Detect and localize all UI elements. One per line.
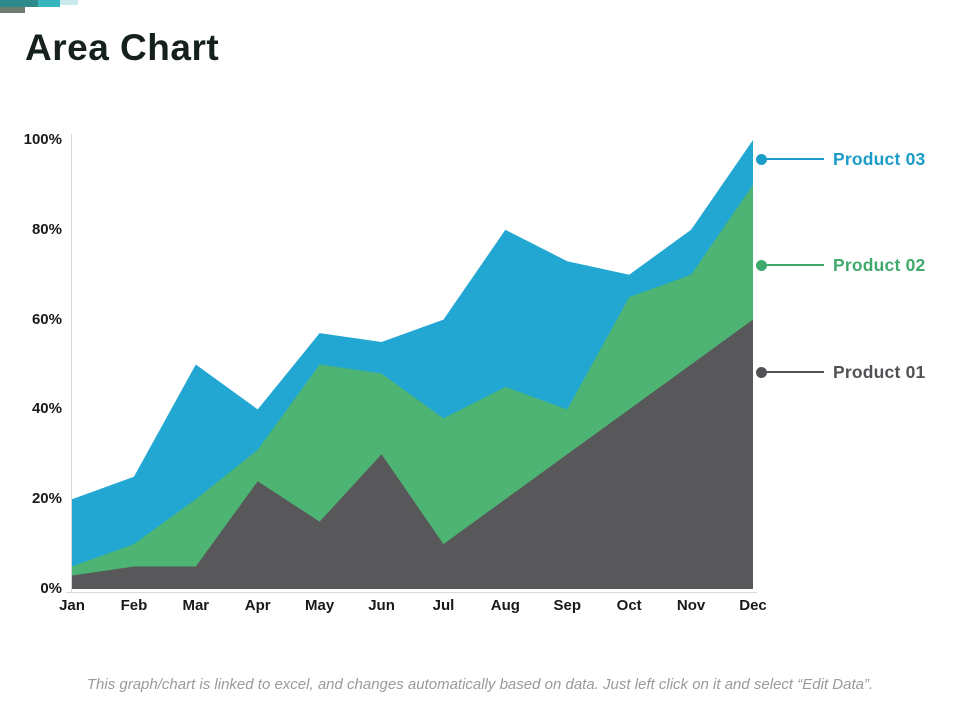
x-tick-label-may: May [305,597,335,614]
decoration-bar-gray [0,7,25,13]
legend-label-product-01: Product 01 [833,361,926,382]
x-tick-label-mar: Mar [182,597,210,614]
legend-item-product-03: Product 03 [756,147,925,171]
legend-line-product-03 [767,158,824,160]
x-tick-label-jul: Jul [432,597,455,614]
x-tick-label-aug: Aug [490,597,520,614]
y-tick-label: 100% [23,131,62,148]
x-tick-label-nov: Nov [676,597,706,614]
legend-item-product-01: Product 01 [756,360,925,384]
footer-caption: This graph/chart is linked to excel, and… [86,676,874,693]
legend-label-product-02: Product 02 [833,254,926,275]
legend-dot-product-03 [756,153,767,165]
x-tick-label-apr: Apr [244,597,271,614]
decoration-bar-cyan [38,0,60,7]
area-series-product-01 [72,319,753,589]
x-tick-label-dec: Dec [739,597,767,614]
x-tick-label-feb: Feb [120,597,148,614]
x-tick-label-jan: Jan [59,597,85,614]
legend-line-product-02 [767,264,824,266]
decoration-bar-teal [0,0,38,7]
legend-dot-product-02 [756,259,767,271]
y-tick-label: 80% [31,220,62,238]
y-tick-label: 60% [31,310,62,328]
x-tick-label-oct: Oct [616,597,642,614]
x-tick-label-jun: Jun [368,597,395,614]
legend-label-product-03: Product 03 [833,148,926,169]
legend-dot-product-01 [756,366,767,378]
decoration-bar-pale [60,0,78,5]
page-title: Area Chart [25,27,220,68]
y-tick-label: 0% [40,580,62,597]
y-tick-label: 20% [31,490,62,508]
legend-line-product-01 [767,371,824,373]
legend-item-product-02: Product 02 [756,253,925,277]
x-tick-label-sep: Sep [553,597,582,614]
y-tick-label: 40% [31,400,62,418]
corner-decoration [0,0,90,16]
